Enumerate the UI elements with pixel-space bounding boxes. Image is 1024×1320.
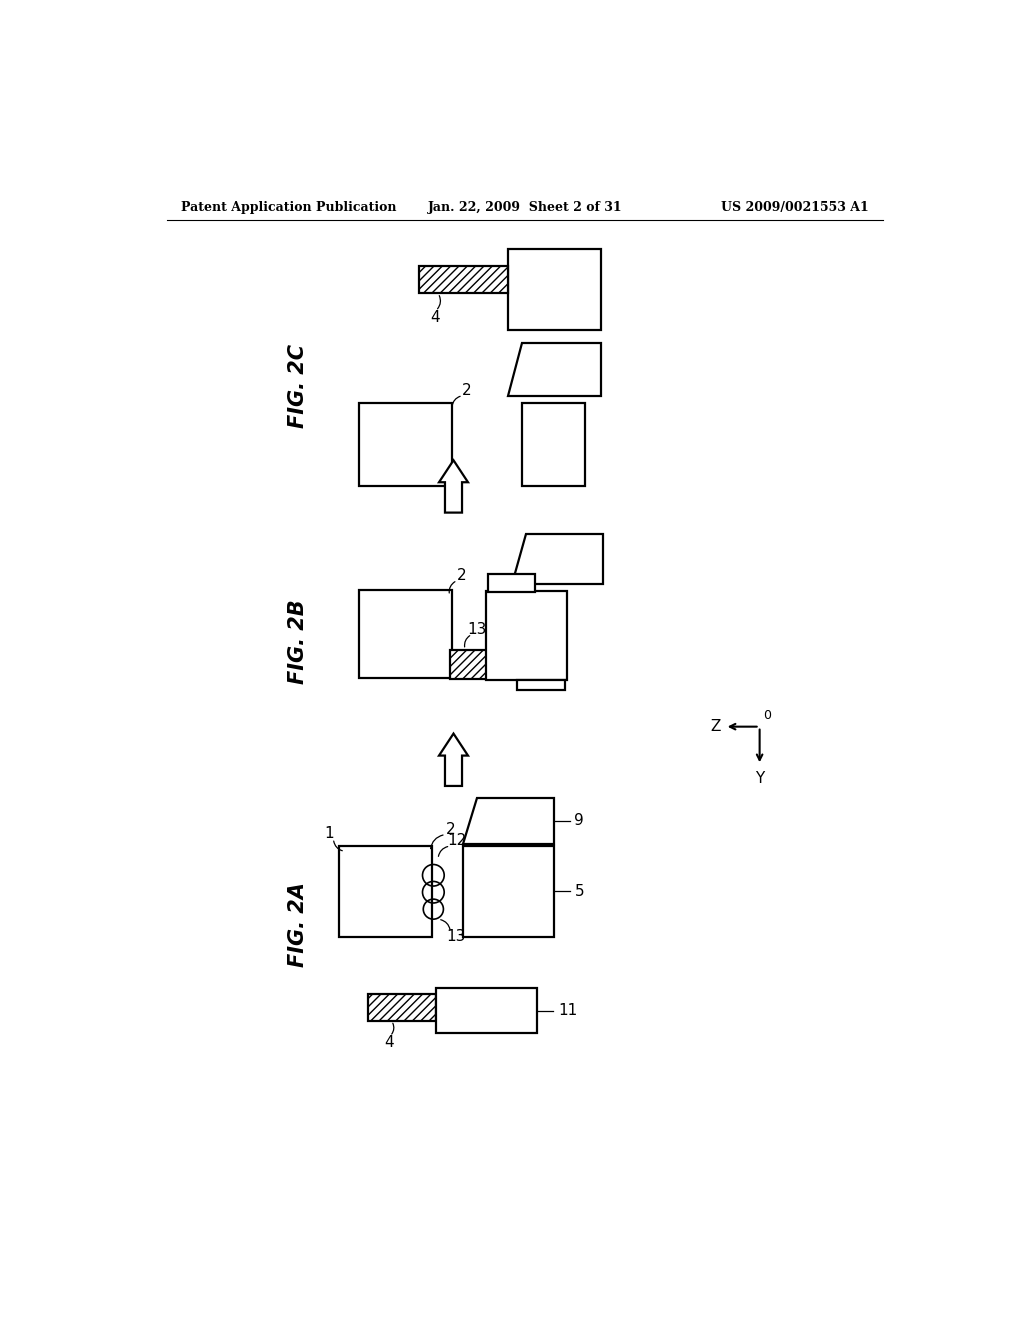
Bar — [463, 846, 554, 937]
Text: Y: Y — [755, 771, 764, 785]
Text: Jan. 22, 2009  Sheet 2 of 31: Jan. 22, 2009 Sheet 2 of 31 — [427, 201, 623, 214]
Text: 2: 2 — [462, 383, 471, 399]
Text: FIG. 2A: FIG. 2A — [289, 882, 308, 968]
FancyArrowPatch shape — [453, 396, 460, 405]
Polygon shape — [508, 343, 601, 396]
Bar — [451, 649, 489, 678]
Bar — [339, 846, 432, 937]
FancyArrowPatch shape — [437, 296, 440, 309]
Text: Patent Application Publication: Patent Application Publication — [180, 201, 396, 214]
Text: 0: 0 — [764, 709, 771, 722]
Text: 11: 11 — [558, 1003, 578, 1018]
Bar — [369, 994, 436, 1020]
Text: 4: 4 — [384, 1035, 394, 1049]
Text: US 2009/0021553 A1: US 2009/0021553 A1 — [721, 201, 869, 214]
Text: 4: 4 — [430, 310, 439, 325]
FancyArrowPatch shape — [392, 1023, 394, 1034]
Text: 13: 13 — [467, 622, 486, 638]
FancyArrowPatch shape — [430, 836, 443, 849]
Polygon shape — [439, 734, 468, 785]
Bar — [488, 574, 535, 591]
Text: 5: 5 — [574, 884, 584, 899]
Text: 2: 2 — [445, 822, 456, 837]
Text: 2: 2 — [457, 568, 466, 583]
Text: 1: 1 — [324, 826, 334, 841]
Bar — [517, 680, 565, 689]
Bar — [486, 591, 567, 680]
FancyArrowPatch shape — [465, 636, 470, 647]
Polygon shape — [439, 461, 468, 512]
Text: 12: 12 — [446, 833, 466, 849]
Bar — [521, 404, 586, 486]
Bar — [359, 590, 452, 678]
Text: Z: Z — [711, 719, 721, 734]
FancyArrowPatch shape — [438, 846, 447, 857]
Bar — [419, 267, 508, 293]
Bar — [359, 404, 452, 486]
FancyArrowPatch shape — [450, 582, 455, 593]
Polygon shape — [463, 797, 554, 843]
FancyArrowPatch shape — [334, 841, 342, 851]
FancyArrowPatch shape — [440, 920, 450, 929]
Text: 9: 9 — [574, 813, 584, 828]
Polygon shape — [512, 535, 603, 585]
Bar — [436, 989, 538, 1034]
Text: 13: 13 — [446, 929, 466, 944]
Bar — [508, 249, 601, 330]
Text: FIG. 2C: FIG. 2C — [289, 343, 308, 428]
Text: FIG. 2B: FIG. 2B — [289, 599, 308, 684]
